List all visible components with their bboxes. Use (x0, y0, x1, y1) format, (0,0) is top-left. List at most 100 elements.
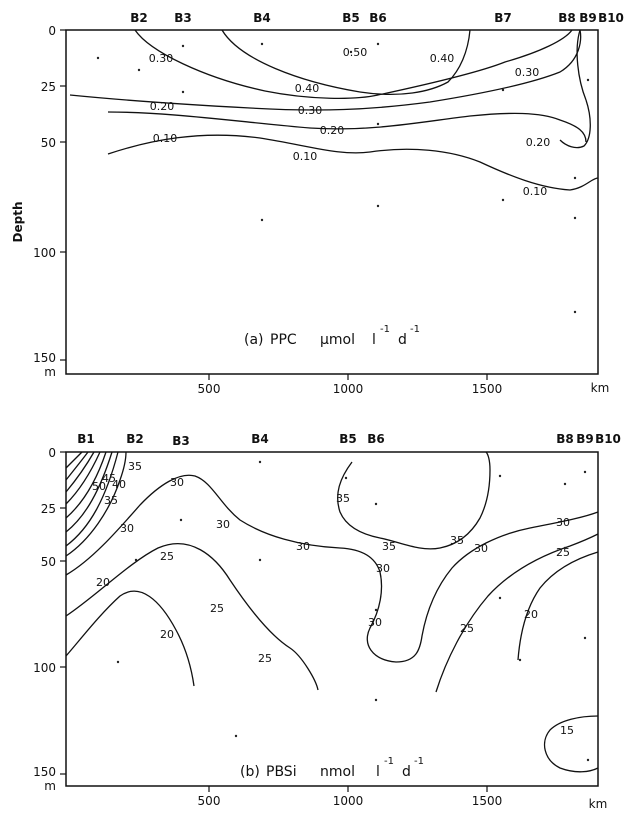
panel-b-caption-exponent: -1 (384, 756, 394, 767)
panel-b-contour-25-right (435, 533, 599, 693)
panel-a-sample-dots (96, 42, 590, 314)
panel-b-contour-35-mid (337, 451, 491, 550)
panel-b-caption-name: PBSi (266, 764, 297, 780)
panel-b-contour-label: 30 (556, 516, 570, 529)
panel-a-caption-unit: µmol (320, 332, 355, 348)
panel-a-y-tick-label: 25 (41, 80, 56, 94)
panel-a-x-tick-label: 500 (198, 382, 221, 396)
panel-a-contour-label: 0.10 (153, 132, 178, 145)
panel-b-contour-label: 30 (120, 522, 134, 535)
panel-a-x-tick-label: 1000 (333, 382, 364, 396)
panel-a-caption-prefix: (a) (244, 332, 264, 348)
panel-b-contour-label: 25 (460, 622, 474, 635)
panel-b-contour-30-main (65, 474, 599, 663)
panel-a-frame (65, 29, 599, 375)
panel-a-contour-label: 0.10 (523, 185, 548, 198)
panel-a-y-unit: m (44, 365, 56, 379)
panel-a-caption: (a) PPC µmol l -1 d -1 (244, 324, 420, 348)
panel-a-caption-exponent: -1 (380, 324, 390, 335)
panel-a-contour-label: 0.30 (298, 104, 323, 117)
panel-b-caption-prefix: (b) (240, 764, 260, 780)
panel-b-contour-label: 35 (104, 494, 118, 507)
panel-b-station-label: B9 (576, 432, 594, 446)
panel-a-contour-label: 0.20 (320, 124, 345, 137)
panel-b-contour-label: 30 (474, 542, 488, 555)
panel-a-contour-030 (69, 29, 582, 111)
panel-a-y-tick-label: 0 (48, 24, 56, 38)
panel-b-contour-20-left (65, 590, 195, 687)
panel-b-contour-label: 20 (160, 628, 174, 641)
panel-b-caption-exponent: -1 (414, 756, 424, 767)
panel-a-station-label: B3 (174, 11, 192, 25)
panel-a-caption-unit: d (398, 332, 407, 348)
panel-b-contour-label: 35 (336, 492, 350, 505)
panel-a-station-label: B6 (369, 11, 387, 25)
panel-a-x-tick-label: 1500 (472, 382, 503, 396)
panel-b-station-label: B5 (339, 432, 357, 446)
panel-b-caption-unit: d (402, 764, 411, 780)
panel-b-x-unit: km (589, 797, 608, 811)
panel-b-station-label: B8 (556, 432, 574, 446)
panel-b-dense-contours (65, 451, 119, 547)
panel-b-x-tick-label: 1500 (472, 794, 503, 808)
panel-b-contour-15 (543, 715, 599, 773)
panel-b-contour-label: 20 (96, 576, 110, 589)
panel-b-contour-20-right (517, 551, 599, 661)
panel-b-contour-label: 35 (128, 460, 142, 473)
panel-a-station-label: B2 (130, 11, 148, 25)
panel-a-contour-030-right (576, 29, 587, 101)
panel-b-contour-label: 25 (160, 550, 174, 563)
panel-a-station-label: B10 (598, 11, 624, 25)
panel-a-contour-label: 0.40 (430, 52, 455, 65)
panel-a-y-axis-title: Depth (11, 202, 25, 243)
panel-b-contour-label: 30 (216, 518, 230, 531)
panel-a-contour-020-right (559, 99, 591, 149)
panel-b-contour-label: 25 (556, 546, 570, 559)
panel-b-contour-label: 15 (560, 724, 574, 737)
panel-a-station-label: B5 (342, 11, 360, 25)
panel-a-contour-label: 0.40 (295, 82, 320, 95)
panel-b-contour-label: 30 (170, 476, 184, 489)
panel-a-y-tick-label: 50 (41, 136, 56, 150)
panel-b-contour-label: 50 (92, 480, 106, 493)
panel-a-contour-label: 0.20 (150, 100, 175, 113)
panel-b-contour-label: 30 (296, 540, 310, 553)
panel-a-station-label: B9 (579, 11, 597, 25)
panel-a-station-label: B8 (558, 11, 576, 25)
panel-b-station-label: B3 (172, 434, 190, 448)
panel-a-caption-exponent: -1 (410, 324, 420, 335)
panel-a-caption-unit: l (372, 332, 376, 348)
panel-a-contour-label: 0.50 (343, 46, 368, 59)
panel-a: B2 B3 B4 B5 B6 B7 B8 B9 B10 0 25 50 100 … (11, 11, 624, 396)
panel-b-x-tick-label: 500 (198, 794, 221, 808)
panel-a-y-tick-label: 150 (33, 351, 56, 365)
panel-b-contour-25-main (65, 542, 319, 691)
panel-b-contour-label: 45 (102, 472, 116, 485)
panel-b-station-label: B4 (251, 432, 269, 446)
panel-b-caption: (b) PBSi nmol l -1 d -1 (240, 756, 424, 780)
panel-a-station-label: B4 (253, 11, 271, 25)
panel-a-contour-label: 0.10 (293, 150, 318, 163)
panel-b-y-tick-label: 50 (41, 555, 56, 569)
panel-b-x-tick-label: 1000 (333, 794, 364, 808)
panel-a-contour-020 (107, 111, 587, 143)
panel-b-station-label: B6 (367, 432, 385, 446)
panel-a-contour-010 (107, 134, 599, 191)
panel-b-caption-unit: nmol (320, 764, 355, 780)
panel-b-y-tick-label: 0 (48, 446, 56, 460)
panel-a-contour-label: 0.30 (149, 52, 174, 65)
panel-a-x-unit: km (591, 381, 610, 395)
panel-a-contour-label: 0.20 (526, 136, 551, 149)
panel-b-sample-dots (116, 460, 590, 762)
panel-b-contour-label: 35 (450, 534, 464, 547)
panel-b-caption-unit: l (376, 764, 380, 780)
panel-b-y-tick-label: 25 (41, 502, 56, 516)
panel-a-contour-040-a (134, 29, 379, 99)
panel-b-station-label: B2 (126, 432, 144, 446)
panel-a-contour-label: 0.30 (515, 66, 540, 79)
panel-b-contour-label: 35 (382, 540, 396, 553)
panel-b-y-tick-label: 100 (33, 661, 56, 675)
panel-a-contour-040-b (377, 29, 573, 96)
panel-b-contour-label: 20 (524, 608, 538, 621)
